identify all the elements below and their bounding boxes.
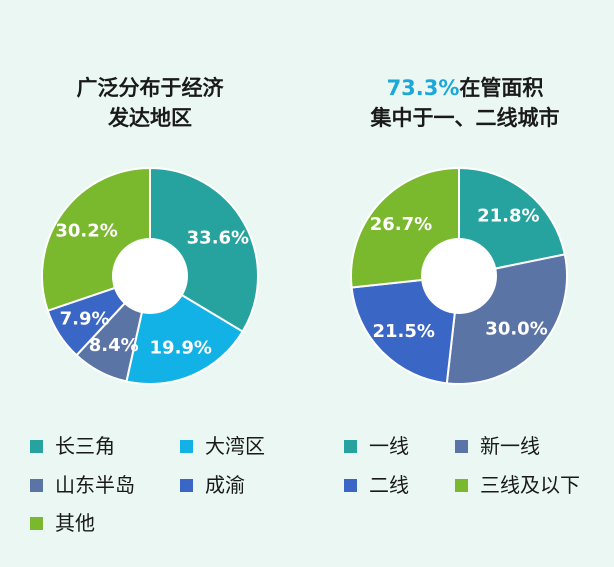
left-slice-label-4: 30.2%	[55, 221, 117, 242]
legend-label: 大湾区	[205, 434, 265, 458]
legend-label: 新一线	[480, 434, 540, 458]
left-chart-title: 广泛分布于经济 发达地区	[40, 73, 260, 133]
legend-swatch	[344, 439, 357, 453]
right-title-line-1-rest: 在管面积	[459, 76, 544, 100]
right-title-line-1: 73.3%在管面积	[330, 73, 600, 103]
left-slice-label-1: 19.9%	[150, 338, 212, 359]
left-donut-hole	[112, 238, 188, 314]
legend-swatch	[344, 478, 357, 492]
legend-swatch	[30, 439, 43, 453]
legend-label: 长三角	[55, 434, 115, 458]
left-title-line-2: 发达地区	[108, 106, 192, 130]
legend-item-changsanjiao: 长三角	[30, 433, 115, 459]
legend-item-yixian: 一线	[344, 433, 409, 459]
legend-swatch	[455, 478, 468, 492]
legend-label: 二线	[369, 473, 409, 497]
left-slice-label-0: 33.6%	[187, 228, 249, 249]
legend-label: 一线	[369, 434, 409, 458]
right-donut-hole	[421, 238, 497, 314]
left-slice-label-2: 8.4%	[89, 335, 139, 356]
right-slice-label-2: 21.5%	[372, 321, 434, 342]
left-slice-label-3: 7.9%	[60, 308, 110, 329]
right-title-line-2: 集中于一、二线城市	[370, 106, 560, 130]
right-chart-title: 73.3%在管面积 集中于一、二线城市	[330, 73, 600, 133]
legend-label: 山东半岛	[55, 473, 135, 497]
right-slice-label-0: 21.8%	[477, 206, 539, 227]
legend-label: 三线及以下	[480, 473, 580, 497]
legend-item-qita: 其他	[30, 510, 95, 536]
legend-swatch	[180, 439, 193, 453]
legend-item-xinyixian: 新一线	[455, 433, 540, 459]
legend-swatch	[180, 478, 193, 492]
legend-item-chengyu: 成渝	[180, 472, 245, 498]
legend-label: 其他	[55, 511, 95, 535]
right-slice-label-1: 30.0%	[485, 319, 547, 340]
legend-item-dawanqu: 大湾区	[180, 433, 265, 459]
left-donut-chart: 33.6% 19.9% 8.4% 7.9% 30.2%	[41, 166, 259, 385]
legend-swatch	[30, 478, 43, 492]
legend-label: 成渝	[205, 473, 245, 497]
legend-swatch	[455, 439, 468, 453]
right-donut-chart: 21.8% 30.0% 21.5% 26.7%	[350, 166, 568, 385]
legend-item-sanxian: 三线及以下	[455, 472, 580, 498]
legend-swatch	[30, 516, 43, 530]
right-slice-label-3: 26.7%	[370, 214, 432, 235]
right-title-highlight: 73.3%	[386, 76, 460, 100]
left-title-line-1: 广泛分布于经济	[76, 76, 224, 100]
legend-item-erxian: 二线	[344, 472, 409, 498]
legend-item-shandong: 山东半岛	[30, 472, 135, 498]
